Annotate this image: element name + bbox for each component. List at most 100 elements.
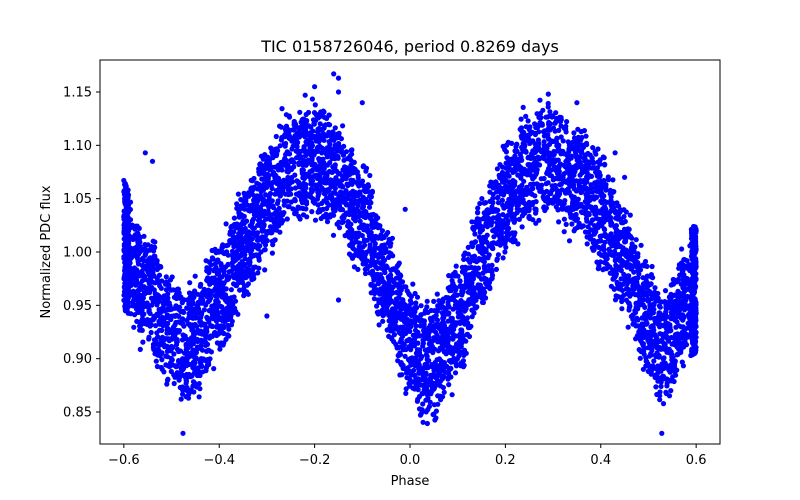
- data-point: [589, 165, 595, 171]
- data-point: [209, 255, 215, 261]
- data-point: [214, 291, 220, 297]
- data-point: [589, 155, 595, 161]
- data-point: [320, 206, 326, 212]
- data-point: [210, 323, 216, 329]
- data-point: [426, 346, 432, 352]
- data-point: [317, 170, 323, 176]
- data-point: [367, 242, 373, 248]
- data-point: [453, 333, 459, 339]
- data-point: [303, 153, 309, 159]
- data-point: [343, 201, 349, 207]
- data-point: [514, 141, 520, 147]
- data-point: [500, 221, 506, 227]
- data-point: [185, 350, 191, 356]
- data-point: [684, 279, 690, 285]
- data-point: [189, 326, 195, 332]
- data-point: [668, 316, 674, 322]
- data-point: [369, 189, 375, 195]
- data-point: [414, 294, 421, 300]
- data-point: [192, 365, 198, 371]
- data-point: [437, 347, 443, 353]
- data-point: [223, 221, 229, 227]
- data-point: [330, 232, 337, 238]
- data-point: [182, 333, 188, 339]
- data-point: [201, 307, 207, 313]
- data-point: [195, 346, 201, 352]
- data-point: [332, 142, 338, 148]
- data-point: [494, 256, 500, 262]
- data-point: [657, 393, 663, 399]
- data-point: [523, 124, 529, 130]
- data-point: [135, 239, 141, 245]
- data-point: [271, 179, 277, 185]
- data-point: [461, 256, 467, 262]
- data-point: [221, 294, 227, 300]
- data-point: [185, 395, 192, 401]
- data-point: [548, 138, 554, 144]
- data-point: [347, 228, 353, 234]
- data-point: [134, 269, 140, 276]
- data-point: [594, 183, 600, 189]
- data-point: [391, 332, 397, 338]
- data-point: [235, 311, 241, 317]
- data-point: [176, 358, 182, 365]
- data-point: [385, 240, 391, 246]
- data-point: [372, 276, 378, 282]
- data-point: [340, 123, 346, 129]
- data-point: [188, 302, 194, 308]
- data-point: [398, 316, 404, 322]
- data-point: [616, 264, 623, 270]
- data-point: [675, 297, 681, 303]
- data-point: [502, 147, 508, 153]
- data-point: [569, 221, 575, 227]
- data-point: [601, 246, 607, 252]
- data-point: [520, 199, 526, 205]
- data-point: [328, 184, 334, 190]
- data-point: [516, 163, 522, 169]
- data-point: [603, 256, 610, 262]
- data-point: [625, 300, 632, 306]
- data-point: [518, 116, 524, 122]
- data-point: [663, 309, 669, 315]
- data-point: [320, 108, 326, 114]
- data-point: [456, 349, 463, 355]
- data-point: [577, 172, 583, 178]
- data-point: [504, 172, 510, 178]
- data-point: [593, 194, 600, 200]
- data-point: [184, 384, 190, 391]
- data-point: [509, 196, 516, 202]
- data-point: [297, 109, 303, 115]
- data-point: [279, 106, 285, 112]
- data-point: [353, 198, 359, 204]
- data-point: [570, 182, 576, 188]
- data-point: [541, 175, 547, 182]
- data-point: [440, 394, 446, 400]
- data-point: [541, 204, 547, 210]
- data-point: [625, 226, 631, 232]
- data-point: [431, 372, 437, 378]
- data-point: [499, 169, 506, 176]
- data-point: [180, 387, 186, 393]
- data-point: [424, 356, 430, 363]
- data-point: [510, 177, 516, 184]
- data-point: [273, 146, 279, 152]
- data-point: [272, 225, 278, 231]
- data-point: [230, 272, 236, 278]
- data-point: [413, 300, 419, 306]
- data-point: [630, 291, 636, 297]
- data-point: [264, 238, 270, 244]
- data-point: [495, 200, 502, 206]
- data-point: [634, 315, 640, 321]
- data-point: [209, 247, 215, 254]
- data-point: [654, 367, 661, 373]
- data-point: [649, 263, 655, 270]
- data-point: [555, 207, 561, 213]
- data-point: [361, 237, 367, 243]
- data-point: [140, 255, 146, 261]
- data-point: [655, 321, 661, 327]
- data-point: [258, 153, 264, 159]
- data-point: [608, 194, 614, 200]
- data-point: [136, 304, 142, 310]
- data-point: [571, 213, 577, 219]
- data-point: [409, 319, 415, 325]
